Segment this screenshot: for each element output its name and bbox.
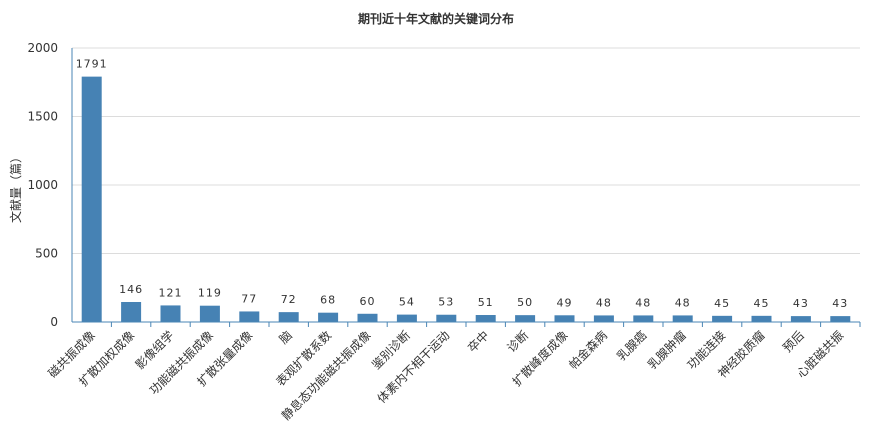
data-label: 121 [159, 286, 183, 299]
category-label: 预后 [780, 328, 807, 355]
y-tick-label: 0 [50, 315, 58, 329]
data-label: 45 [714, 297, 730, 310]
data-label: 72 [281, 293, 297, 306]
category-label: 卒中 [464, 328, 492, 356]
data-label: 49 [557, 296, 573, 309]
data-label: 77 [241, 292, 257, 305]
y-tick-label: 1000 [27, 178, 58, 192]
bar[interactable] [436, 314, 457, 322]
category-label: 帕金森病 [565, 328, 610, 373]
data-label: 60 [360, 295, 376, 308]
data-label: 119 [198, 287, 222, 300]
data-label: 54 [399, 296, 415, 309]
y-axis-label: 文献量（篇） [8, 151, 23, 223]
data-label: 48 [675, 296, 691, 309]
category-label: 脑 [276, 328, 294, 346]
bar[interactable] [633, 315, 654, 322]
bar[interactable] [239, 311, 260, 322]
y-tick-label: 1500 [27, 110, 58, 124]
bar[interactable] [81, 76, 102, 323]
bar[interactable] [554, 315, 575, 322]
y-tick-label: 2000 [27, 41, 58, 55]
data-label: 43 [793, 297, 809, 310]
data-label: 68 [320, 294, 336, 307]
bar[interactable] [672, 315, 693, 322]
bars [81, 76, 851, 323]
y-tick-label: 500 [35, 247, 58, 261]
data-label: 43 [832, 297, 848, 310]
data-label: 48 [635, 296, 651, 309]
bar[interactable] [121, 301, 142, 322]
data-label: 51 [478, 296, 494, 309]
bar[interactable] [830, 316, 851, 322]
bar[interactable] [396, 314, 417, 322]
chart-title: 期刊近十年文献的关键词分布 [358, 11, 514, 26]
category-label: 体素内不相干运动 [375, 328, 453, 406]
bar[interactable] [318, 312, 339, 322]
y-tick-labels: 0 500 1000 1500 2000 [27, 41, 58, 329]
bar[interactable] [278, 312, 299, 322]
category-label: 乳腺癌 [613, 328, 649, 364]
bar[interactable] [790, 316, 811, 322]
data-label: 53 [438, 296, 454, 309]
data-label: 1791 [76, 58, 108, 71]
bar[interactable] [475, 315, 496, 322]
data-labels: 1791 146 121 119 77 72 68 60 54 53 51 50 49 48 48 48 45 4… [76, 58, 848, 310]
category-label: 乳腺肿瘤 [644, 328, 689, 373]
data-label: 146 [119, 283, 143, 296]
grid-lines [72, 47, 860, 254]
bar[interactable] [593, 315, 614, 322]
bar[interactable] [357, 313, 378, 322]
category-label: 诊断 [504, 328, 532, 356]
bar[interactable] [712, 315, 733, 322]
bar[interactable] [515, 315, 536, 322]
bar[interactable] [199, 305, 220, 322]
bar[interactable] [751, 315, 772, 322]
bar[interactable] [160, 305, 181, 322]
data-label: 50 [517, 296, 533, 309]
data-label: 48 [596, 296, 612, 309]
data-label: 45 [754, 297, 770, 310]
